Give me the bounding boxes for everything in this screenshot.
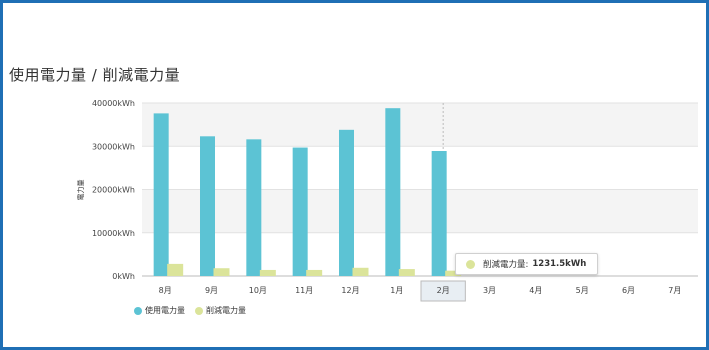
legend-usage-swatch <box>134 306 142 315</box>
bar-reduction[interactable] <box>306 269 323 276</box>
legend-reduction-label: 削減電力量 <box>206 306 246 315</box>
tooltip-swatch <box>466 259 475 269</box>
x-tick-label: 9月 <box>205 286 218 295</box>
chart-legend: 使用電力量 削減電力量 <box>134 305 246 316</box>
chart-tooltip: 削減電力量: 1231.5kWh <box>455 253 598 275</box>
y-axis-label: 電力量 <box>76 180 85 201</box>
page-title: 使用電力量 / 削減電力量 <box>9 66 181 84</box>
bar-reduction[interactable] <box>213 268 230 276</box>
legend-item-usage[interactable]: 使用電力量 <box>134 305 185 316</box>
y-tick-label: 20000kWh <box>92 186 135 195</box>
legend-item-reduction[interactable]: 削減電力量 <box>195 305 246 316</box>
x-tick-label: 12月 <box>341 286 359 295</box>
legend-reduction-swatch <box>195 306 203 315</box>
grid-band <box>142 103 698 147</box>
highlight-label-box <box>420 280 466 302</box>
x-tick-label: 10月 <box>249 286 267 295</box>
x-tick-label: 2月 <box>437 286 450 295</box>
x-tick-label: 7月 <box>668 286 681 295</box>
y-tick-label: 30000kWh <box>92 142 135 151</box>
bar-usage[interactable] <box>246 139 262 276</box>
grid-band <box>142 189 698 233</box>
y-tick-label: 40000kWh <box>92 99 135 108</box>
bar-usage[interactable] <box>292 147 308 276</box>
bar-reduction[interactable] <box>398 269 415 276</box>
legend-usage-label: 使用電力量 <box>145 306 185 315</box>
x-tick-label: 1月 <box>390 286 403 295</box>
bar-usage[interactable] <box>385 108 401 276</box>
x-tick-label: 3月 <box>483 286 496 295</box>
bar-usage[interactable] <box>153 113 169 276</box>
x-tick-label: 6月 <box>622 286 635 295</box>
y-tick-label: 10000kWh <box>92 229 135 238</box>
y-tick-label: 0kWh <box>112 272 135 281</box>
bar-reduction[interactable] <box>259 269 276 276</box>
tooltip-value: 1231.5kWh <box>532 259 587 269</box>
x-tick-label: 5月 <box>576 286 589 295</box>
bar-reduction[interactable] <box>167 263 184 276</box>
x-tick-label: 11月 <box>295 286 313 295</box>
bar-usage[interactable] <box>200 136 215 276</box>
bar-reduction[interactable] <box>352 267 369 276</box>
bar-usage[interactable] <box>431 151 447 276</box>
bar-reduction[interactable] <box>445 270 462 276</box>
tooltip-label: 削減電力量: <box>483 260 529 270</box>
bar-usage[interactable] <box>339 129 354 276</box>
x-tick-label: 4月 <box>529 286 542 295</box>
x-tick-label: 8月 <box>159 286 172 295</box>
